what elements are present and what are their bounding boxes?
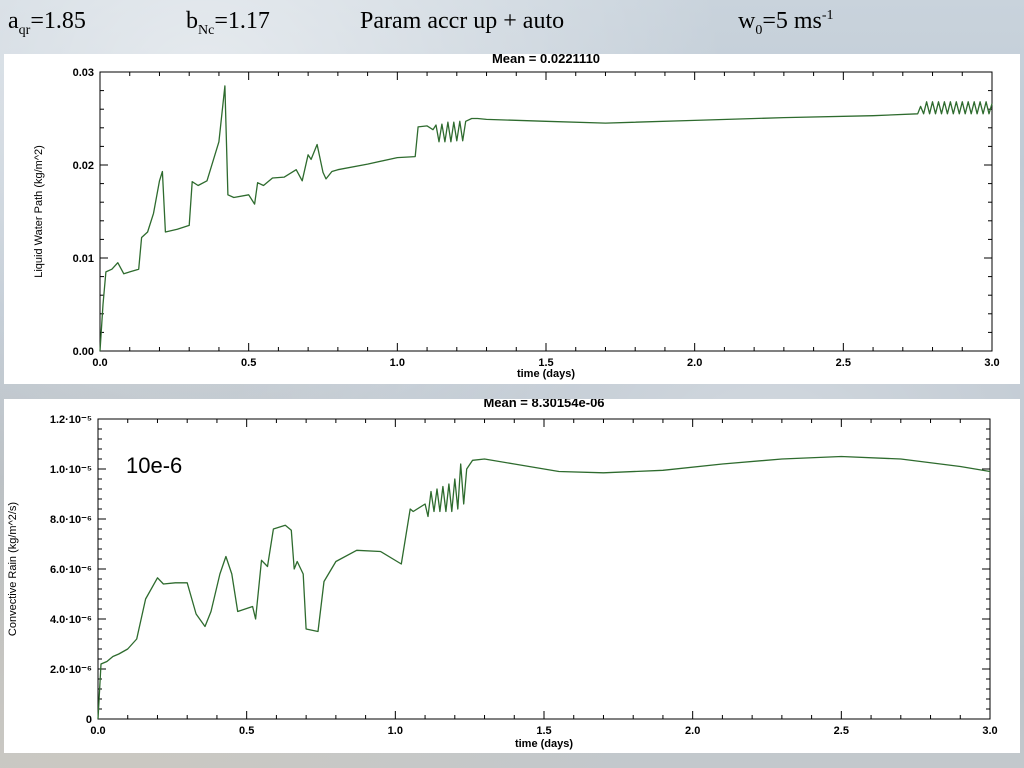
y-tick-label: 8.0·10⁻⁶ — [50, 514, 92, 526]
y-tick-label: 0 — [86, 714, 92, 726]
x-tick-label: 3.0 — [982, 725, 997, 737]
y-tick-label: 0.03 — [73, 67, 94, 79]
x-tick-label: 0.0 — [92, 357, 107, 369]
rain-chart: 0.0 0.5 1.0 1.5 2.0 2.5 3.0 0 2.0·10⁻⁶ 4.0·10⁻⁶ 6.… — [7, 395, 998, 750]
chart-title: Mean = 0.0221110 — [492, 54, 600, 66]
y-tick-label: 0.02 — [73, 160, 94, 172]
bnc-label: bNc=1.17 — [186, 8, 270, 38]
y-axis-label: Convective Rain (kg/m^2/s) — [7, 502, 19, 636]
y-tick-label: 1.2·10⁻⁵ — [50, 414, 92, 426]
y-tick-label: 4.0·10⁻⁶ — [50, 614, 92, 626]
x-tick-label: 0.0 — [90, 725, 105, 737]
y-tick-label: 1.0·10⁻⁵ — [50, 464, 92, 476]
x-axis-label: time (days) — [515, 738, 573, 750]
w0-label: w0=5 ms-1 — [738, 8, 834, 38]
y-axis-label: Liquid Water Path (kg/m^2) — [33, 145, 45, 278]
x-tick-label: 1.0 — [388, 725, 403, 737]
x-axis-label: time (days) — [517, 368, 575, 380]
y-tick-label: 0.01 — [73, 253, 94, 265]
y-tick-label: 2.0·10⁻⁶ — [50, 664, 92, 676]
x-tick-label: 0.5 — [241, 357, 256, 369]
plot-frame — [97, 418, 991, 720]
x-tick-label: 0.5 — [239, 725, 254, 737]
chart-panel-rain: 0.0 0.5 1.0 1.5 2.0 2.5 3.0 0 2.0·10⁻⁶ 4.0·10⁻⁶ 6.… — [4, 395, 1020, 753]
x-tick-label: 2.5 — [836, 357, 851, 369]
scheme-title: Param accr up + auto — [360, 8, 565, 34]
x-tick-label: 2.0 — [687, 357, 702, 369]
x-tick-label: 1.0 — [390, 357, 405, 369]
y-tick-label: 0.00 — [73, 346, 94, 358]
x-tick-label: 1.5 — [536, 725, 551, 737]
x-tick-label: 1.5 — [538, 357, 553, 369]
series-line — [97, 455, 991, 720]
y-tick-label: 6.0·10⁻⁶ — [50, 564, 92, 576]
lwp-chart: 0.0 0.5 1.0 1.5 2.0 2.5 3.0 0.00 0.01 0.02 0.03 Mea… — [33, 51, 1000, 380]
aqr-label: aqr=1.85 — [8, 8, 86, 38]
x-tick-label: 2.5 — [834, 725, 849, 737]
plot-frame — [99, 71, 993, 352]
series-line — [99, 85, 993, 352]
chart-panel-lwp: 0.0 0.5 1.0 1.5 2.0 2.5 3.0 0.00 0.01 0.02 0.03 Mea… — [4, 51, 1020, 384]
x-tick-label: 2.0 — [685, 725, 700, 737]
chart-title: Mean = 8.30154e-06 — [483, 399, 604, 410]
annotation-label: 10e-6 — [126, 453, 182, 478]
x-tick-label: 3.0 — [984, 357, 999, 369]
